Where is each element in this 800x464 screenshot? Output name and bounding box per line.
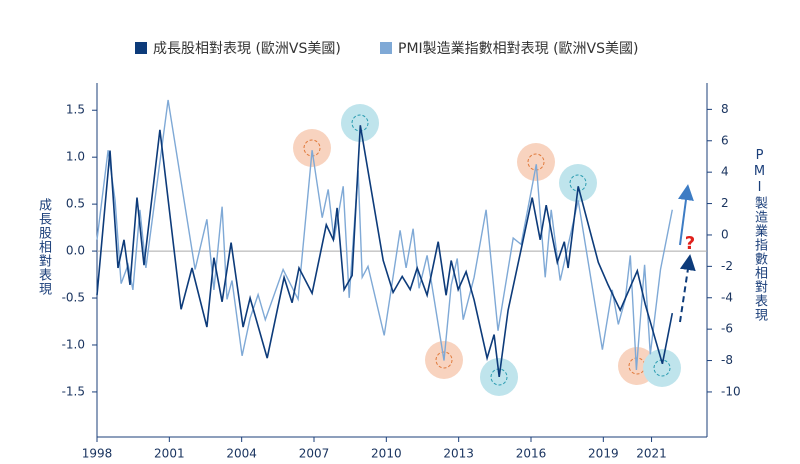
y2-tick-label: 0	[721, 227, 729, 241]
legend-item: PMI製造業指數相對表現 (歐洲VS美國)	[380, 38, 639, 58]
legend-item: 成長股相對表現 (歐洲VS美國)	[135, 38, 341, 58]
y-tick-label: 1.0	[66, 150, 85, 164]
y-tick-label: 0.0	[66, 244, 85, 258]
legend-swatch	[380, 42, 392, 54]
x-tick-label: 2004	[226, 447, 257, 461]
y2-tick-label: -10	[721, 384, 741, 398]
y-tick-label: -1.5	[62, 384, 85, 398]
x-tick-label: 2021	[636, 447, 667, 461]
x-tick-label: 2013	[443, 447, 474, 461]
y2-tick-label: -6	[721, 322, 733, 336]
y2-tick-label: 8	[721, 102, 729, 116]
y-tick-label: -1.0	[62, 337, 85, 351]
series-line	[96, 99, 673, 371]
y-tick-label: -0.5	[62, 291, 85, 305]
y2-tick-label: -2	[721, 259, 733, 273]
y2-tick-label: 6	[721, 133, 729, 147]
y2-axis-title: PMI製造業指數相對表現	[752, 148, 767, 322]
y2-tick-label: -4	[721, 290, 733, 304]
x-tick-label: 2010	[371, 447, 402, 461]
y2-tick-label: -8	[721, 353, 733, 367]
highlights	[293, 104, 681, 396]
y2-tick-label: 4	[721, 165, 729, 179]
x-tick-label: 2001	[154, 447, 185, 461]
x-tick-label: 1998	[82, 447, 113, 461]
y-tick-label: 1.5	[66, 103, 85, 117]
legend-label: 成長股相對表現 (歐洲VS美國)	[153, 41, 341, 57]
x-tick-label: 2019	[588, 447, 619, 461]
y-tick-label: 0.5	[66, 197, 85, 211]
arrow	[679, 254, 696, 323]
series-line	[96, 125, 674, 378]
arrow	[678, 184, 694, 246]
legend-label: PMI製造業指數相對表現 (歐洲VS美國)	[398, 41, 639, 57]
y-axis-title: 成長股相對表現	[36, 198, 51, 296]
annotation: ?	[685, 233, 695, 254]
y2-tick-label: 2	[721, 196, 729, 210]
legend-swatch	[135, 42, 147, 54]
x-tick-label: 2016	[516, 447, 547, 461]
x-tick-label: 2007	[299, 447, 330, 461]
